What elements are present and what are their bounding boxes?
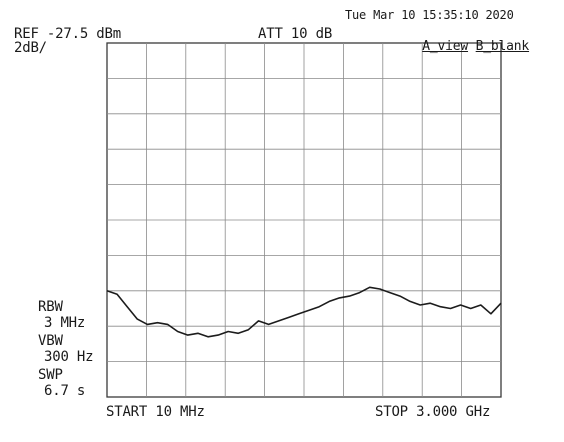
graticule <box>106 42 502 398</box>
ref-level-readout: REF -27.5 dBm <box>14 26 121 42</box>
swp-value: 6.7 s <box>44 383 86 399</box>
trace-view-status: A_view B_blank <box>407 27 529 53</box>
rbw-label: RBW <box>38 299 63 315</box>
datetime-readout: Tue Mar 10 15:35:10 2020 <box>345 8 514 22</box>
rbw-value: 3 MHz <box>44 315 86 331</box>
start-frequency: START 10 MHz <box>106 404 205 420</box>
scale-readout: 2dB/ <box>14 40 47 56</box>
swp-label: SWP <box>38 367 63 383</box>
view-b-label: B_blank <box>475 39 530 54</box>
vbw-value: 300 Hz <box>44 349 94 365</box>
attenuation-readout: ATT 10 dB <box>258 26 333 42</box>
spectrum-trace <box>106 286 502 338</box>
stop-frequency: STOP 3.000 GHz <box>375 404 491 420</box>
view-a-label: A_view <box>422 39 469 54</box>
vbw-label: VBW <box>38 333 63 349</box>
